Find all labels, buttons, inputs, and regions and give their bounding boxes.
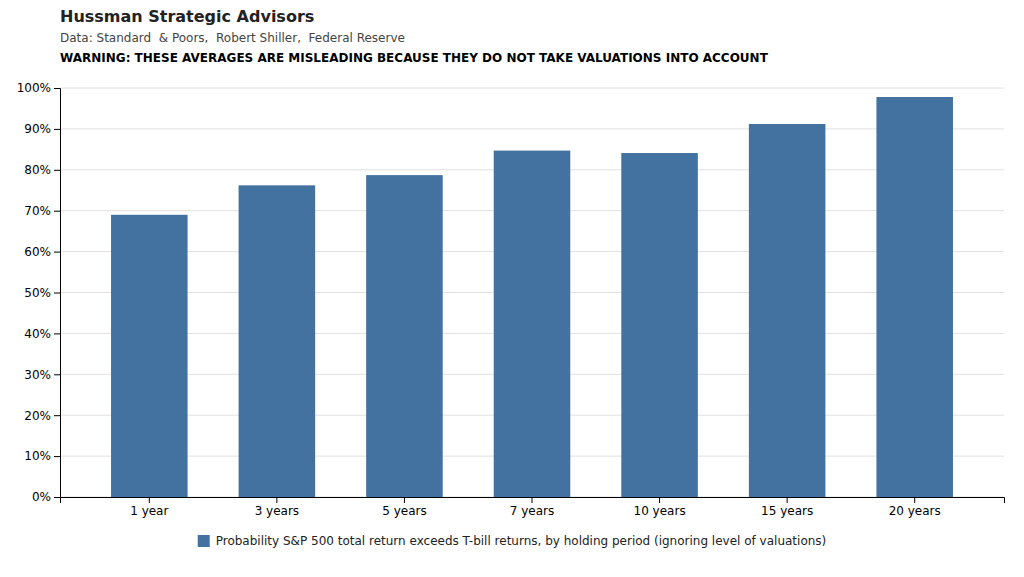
x-tick: 7 years [510, 497, 554, 518]
y-tick-mark [54, 252, 60, 253]
y-tick-mark [54, 293, 60, 294]
bars [111, 97, 953, 497]
y-tick-label: 90% [24, 122, 51, 136]
subtitle: Data: Standard & Poors, Robert Shiller, … [60, 31, 405, 45]
y-tick-label: 60% [24, 245, 51, 259]
x-tick: 1 year [130, 497, 168, 518]
y-tick-label: 70% [24, 204, 51, 218]
legend-item: Probability S&P 500 total return exceeds… [198, 534, 827, 548]
y-tick-mark [54, 333, 60, 334]
bar [494, 151, 571, 497]
y-axis: 0% 10% 20% 30% 40% 50% 60% 70% 80% 90% 100% [17, 81, 61, 504]
y-tick-label: 10% [24, 449, 51, 463]
x-tick-mark [532, 497, 533, 503]
y-tick-label: 20% [24, 409, 51, 423]
x-tick-label: 20 years [889, 504, 941, 518]
y-tick: 50% [24, 286, 60, 300]
x-tick-mark [404, 497, 405, 503]
y-tick: 60% [24, 245, 60, 259]
y-tick: 0% [32, 490, 60, 504]
header: Hussman Strategic Advisors Data: Standard… [60, 7, 769, 65]
y-tick-mark [54, 211, 60, 212]
bar [366, 175, 443, 497]
y-tick-mark [54, 456, 60, 457]
x-tick-mark [659, 497, 660, 503]
bar [621, 153, 698, 497]
bar [876, 97, 953, 497]
grid [60, 88, 1004, 497]
y-tick-label: 50% [24, 286, 51, 300]
x-tick-mark [787, 497, 788, 503]
bar [111, 215, 188, 497]
y-tick: 10% [24, 449, 60, 463]
y-tick-mark [54, 170, 60, 171]
plot: 0% 10% 20% 30% 40% 50% 60% 70% 80% 90% 100% 1 year 3… [17, 81, 1005, 517]
bar [239, 185, 316, 497]
x-tick-label: 5 years [382, 504, 426, 518]
x-tick-label: 7 years [510, 504, 554, 518]
y-tick-mark [54, 88, 60, 89]
y-axis-line [54, 89, 61, 498]
x-tick: 10 years [634, 497, 686, 518]
x-axis: 1 year 3 years 5 years 7 years 10 years 15 ye… [61, 497, 1005, 518]
x-tick-label: 3 years [255, 504, 299, 518]
y-tick-label: 0% [32, 490, 51, 504]
y-tick-mark [54, 129, 60, 130]
y-tick-mark [54, 415, 60, 416]
y-tick: 90% [24, 122, 60, 136]
title: Hussman Strategic Advisors [60, 7, 314, 26]
bar [749, 124, 826, 497]
y-tick: 80% [24, 163, 60, 177]
y-tick-label: 30% [24, 368, 51, 382]
y-tick-label: 80% [24, 163, 51, 177]
x-tick-mark [276, 497, 277, 503]
x-tick: 20 years [889, 497, 941, 518]
legend-label: Probability S&P 500 total return exceeds… [216, 534, 827, 548]
x-tick: 15 years [761, 497, 813, 518]
legend-swatch [198, 535, 210, 547]
x-tick: 5 years [382, 497, 426, 518]
y-tick: 30% [24, 368, 60, 382]
x-tick-mark [149, 497, 150, 503]
x-tick-label: 1 year [130, 504, 168, 518]
y-tick-label: 100% [17, 81, 51, 95]
y-tick-label: 40% [24, 327, 51, 341]
y-tick-mark [54, 374, 60, 375]
legend: Probability S&P 500 total return exceeds… [198, 534, 827, 548]
y-tick-mark [54, 497, 60, 498]
chart: Hussman Strategic Advisors Data: Standard… [0, 0, 1024, 577]
y-tick: 20% [24, 409, 60, 423]
y-tick: 70% [24, 204, 60, 218]
x-tick: 3 years [255, 497, 299, 518]
x-axis-line [61, 498, 1005, 504]
y-tick: 100% [17, 81, 60, 95]
grid-line [60, 128, 1004, 129]
y-tick: 40% [24, 327, 60, 341]
x-tick-label: 10 years [634, 504, 686, 518]
annotation: WARNING: THESE AVERAGES ARE MISLEADING B… [60, 51, 769, 65]
x-tick-label: 15 years [761, 504, 813, 518]
grid-line [60, 88, 1004, 89]
x-tick-mark [914, 497, 915, 503]
